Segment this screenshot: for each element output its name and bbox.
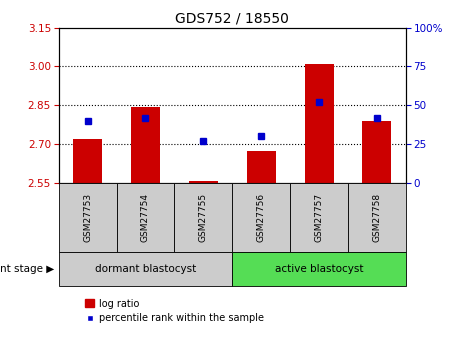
Text: GSM27754: GSM27754 bbox=[141, 193, 150, 242]
Bar bbox=[59, 252, 232, 286]
Bar bbox=[348, 183, 406, 252]
Bar bbox=[232, 183, 290, 252]
Text: GSM27755: GSM27755 bbox=[199, 193, 208, 242]
Text: development stage ▶: development stage ▶ bbox=[0, 264, 54, 274]
Bar bbox=[247, 150, 276, 183]
Text: dormant blastocyst: dormant blastocyst bbox=[95, 264, 196, 274]
Text: GSM27758: GSM27758 bbox=[373, 193, 382, 242]
Bar bbox=[232, 252, 406, 286]
Text: GSM27753: GSM27753 bbox=[83, 193, 92, 242]
Bar bbox=[304, 64, 334, 183]
Bar bbox=[363, 121, 391, 183]
Bar bbox=[73, 139, 102, 183]
Title: GDS752 / 18550: GDS752 / 18550 bbox=[175, 11, 289, 25]
Text: active blastocyst: active blastocyst bbox=[275, 264, 364, 274]
Bar bbox=[189, 181, 218, 183]
Bar bbox=[116, 183, 175, 252]
Text: GSM27756: GSM27756 bbox=[257, 193, 266, 242]
Text: GSM27757: GSM27757 bbox=[315, 193, 323, 242]
Bar bbox=[175, 183, 232, 252]
Legend: log ratio, percentile rank within the sample: log ratio, percentile rank within the sa… bbox=[81, 295, 268, 327]
Bar bbox=[290, 183, 348, 252]
Bar bbox=[59, 183, 116, 252]
Bar bbox=[131, 107, 160, 183]
